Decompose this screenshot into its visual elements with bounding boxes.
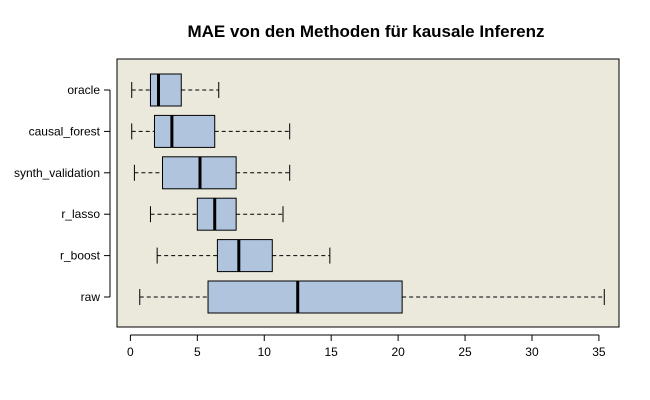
box-iqr — [149, 73, 182, 107]
box-iqr — [196, 197, 237, 231]
x-tick-label: 30 — [525, 345, 539, 359]
box-iqr — [216, 239, 273, 273]
y-axis: oracle causal_forest synth_validation r_las… — [14, 83, 111, 304]
boxes — [131, 73, 605, 314]
x-tick-label: 35 — [592, 345, 606, 359]
category-label: causal_forest — [29, 124, 101, 138]
box-synth_validation — [133, 156, 291, 190]
x-axis: 0 5 10 15 20 25 30 35 — [127, 334, 606, 359]
category-label: synth_validation — [14, 166, 100, 180]
x-tick-label: 10 — [258, 345, 272, 359]
category-label: r_boost — [60, 249, 101, 263]
box-r_lasso — [149, 197, 284, 231]
box-causal_forest — [131, 114, 291, 148]
x-tick-label: 25 — [458, 345, 472, 359]
category-label: oracle — [67, 83, 100, 97]
box-iqr — [207, 280, 403, 314]
box-iqr — [153, 114, 216, 148]
category-label: r_lasso — [61, 207, 100, 221]
chart-title: MAE von den Methoden für kausale Inferen… — [187, 22, 544, 41]
x-tick-label: 20 — [391, 345, 405, 359]
box-raw — [139, 280, 605, 314]
x-tick-label: 0 — [127, 345, 134, 359]
box-oracle — [131, 73, 220, 107]
x-tick-label: 5 — [194, 345, 201, 359]
category-label: raw — [81, 290, 101, 304]
x-tick-label: 15 — [325, 345, 339, 359]
box-r_boost — [156, 239, 331, 273]
